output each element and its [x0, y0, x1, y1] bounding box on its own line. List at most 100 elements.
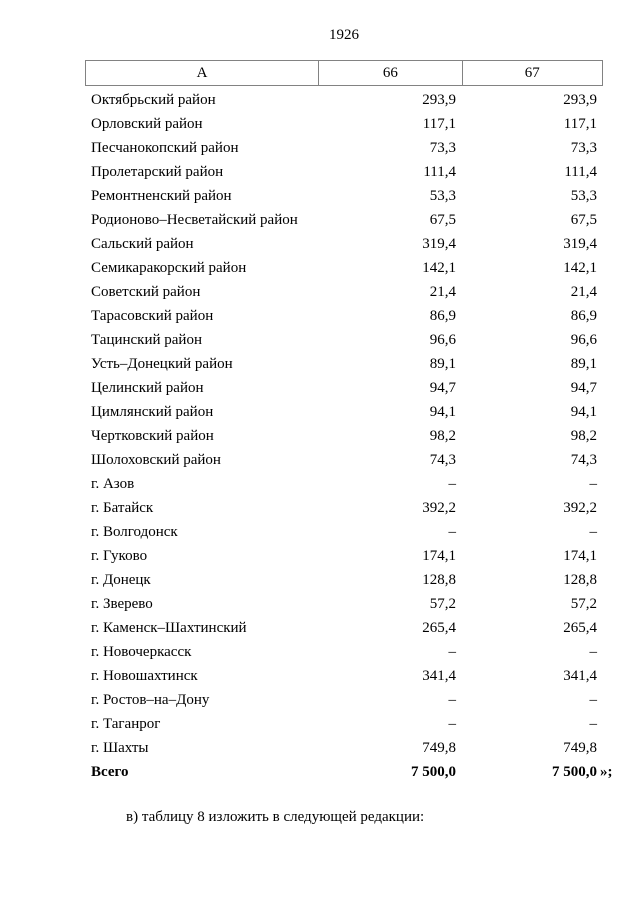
value-col-66: 89,1: [318, 352, 462, 376]
value-66-text: 21,4: [429, 284, 456, 300]
value-col-66: 74,3: [318, 448, 462, 472]
table-row: Пролетарский район 111,4 111,4: [85, 160, 603, 184]
value-67-text: –: [589, 644, 598, 660]
districts-table: А 66 67 Октябрьский район 293,9 293,9: [85, 60, 613, 784]
value-col-66: 128,8: [318, 568, 462, 592]
district-name: г. Донецк: [91, 572, 151, 588]
value-66-text: 341,4: [422, 668, 456, 684]
district-name: Сальский район: [91, 236, 194, 252]
value-col-66: –: [318, 712, 462, 736]
value-col-66: 96,6: [318, 328, 462, 352]
value-66-text: –: [448, 692, 457, 708]
value-col-66: –: [318, 520, 462, 544]
table-row: Песчанокопский район 73,3 73,3: [85, 136, 603, 160]
district-name: Пролетарский район: [91, 164, 224, 180]
value-col-66: 341,4: [318, 664, 462, 688]
district-name: Шолоховский район: [91, 452, 221, 468]
district-name: Советский район: [91, 284, 201, 300]
table-row: Семикаракорский район 142,1 142,1: [85, 256, 603, 280]
district-name: г. Шахты: [91, 740, 149, 756]
value-66-text: –: [448, 644, 457, 660]
table-row: г. Зверево 57,2 57,2: [85, 592, 603, 616]
table-row: Цимлянский район 94,1 94,1: [85, 400, 603, 424]
value-col-66: –: [318, 472, 462, 496]
value-col-67: 21,4: [462, 280, 603, 304]
district-name: г. Батайск: [91, 500, 154, 516]
value-67-text: 53,3: [570, 188, 597, 204]
table-row: Усть–Донецкий район 89,1 89,1: [85, 352, 603, 376]
value-col-66: 53,3: [318, 184, 462, 208]
value-67-text: 98,2: [570, 428, 597, 444]
value-col-67: –: [462, 688, 603, 712]
value-67-text: 94,7: [570, 380, 597, 396]
value-66-text: 98,2: [429, 428, 456, 444]
value-67-text: 392,2: [563, 500, 597, 516]
value-66-text: 74,3: [429, 452, 456, 468]
value-col-67: 96,6: [462, 328, 603, 352]
value-col-66: 98,2: [318, 424, 462, 448]
value-67-text: 111,4: [564, 164, 597, 180]
value-67-text: –: [589, 692, 598, 708]
value-col-66: 57,2: [318, 592, 462, 616]
value-col-67: 293,9: [462, 88, 603, 112]
value-col-66: –: [318, 640, 462, 664]
value-col-67: –: [462, 520, 603, 544]
value-col-66: 21,4: [318, 280, 462, 304]
column-header-67: 67: [461, 61, 602, 85]
district-name: Орловский район: [91, 116, 203, 132]
district-name: г. Волгодонск: [91, 524, 178, 540]
value-col-67: 392,2: [462, 496, 603, 520]
value-66-text: 86,9: [429, 308, 456, 324]
value-67-text: 142,1: [563, 260, 597, 276]
value-col-67: 86,9: [462, 304, 603, 328]
table-row: г. Таганрог – –: [85, 712, 603, 736]
column-header-a: А: [196, 65, 208, 81]
table-row: Тацинский район 96,6 96,6: [85, 328, 603, 352]
value-col-67: 94,7: [462, 376, 603, 400]
value-66-text: 73,3: [429, 140, 456, 156]
value-66-text: 265,4: [422, 620, 456, 636]
value-col-67: 749,8: [462, 736, 603, 760]
table-row: г. Батайск 392,2 392,2: [85, 496, 603, 520]
value-col-67: 174,1: [462, 544, 603, 568]
value-67-text: –: [589, 524, 598, 540]
value-col-67: –: [462, 640, 603, 664]
value-col-66: 117,1: [318, 112, 462, 136]
table-row: г. Волгодонск – –: [85, 520, 603, 544]
value-66-text: 57,2: [429, 596, 456, 612]
table-row: Тарасовский район 86,9 86,9: [85, 304, 603, 328]
table-row: Шолоховский район 74,3 74,3: [85, 448, 603, 472]
value-col-67: 7 500,0 »;: [462, 760, 613, 784]
closing-quote-suffix: »;: [600, 764, 613, 780]
value-col-66: 111,4: [318, 160, 462, 184]
footer-note: в) таблицу 8 изложить в следующей редакц…: [126, 809, 425, 825]
value-67-text: 73,3: [570, 140, 597, 156]
district-name: г. Новочеркасск: [91, 644, 192, 660]
value-col-66: –: [318, 688, 462, 712]
district-name: Чертковский район: [91, 428, 214, 444]
value-66-text: 89,1: [429, 356, 456, 372]
value-67-text: 74,3: [570, 452, 597, 468]
value-col-66: 67,5: [318, 208, 462, 232]
value-col-67: 57,2: [462, 592, 603, 616]
value-66-text: 293,9: [422, 92, 456, 108]
value-col-66: 265,4: [318, 616, 462, 640]
value-67-text: 86,9: [570, 308, 597, 324]
table-row: г. Новочеркасск – –: [85, 640, 603, 664]
value-col-67: –: [462, 712, 603, 736]
value-66-text: 67,5: [429, 212, 456, 228]
value-67-text: –: [589, 476, 598, 492]
value-66-text: 7 500,0: [411, 764, 456, 780]
value-col-67: –: [462, 472, 603, 496]
district-name: г. Новошахтинск: [91, 668, 198, 684]
table-row: г. Азов – –: [85, 472, 603, 496]
value-col-67: 142,1: [462, 256, 603, 280]
value-col-66: 73,3: [318, 136, 462, 160]
table-body: Октябрьский район 293,9 293,9 Орловский …: [85, 88, 613, 784]
value-66-text: –: [448, 716, 457, 732]
value-col-66: 293,9: [318, 88, 462, 112]
table-row: г. Каменск–Шахтинский 265,4 265,4: [85, 616, 603, 640]
value-67-text: 96,6: [570, 332, 597, 348]
district-name: г. Каменск–Шахтинский: [91, 620, 247, 636]
